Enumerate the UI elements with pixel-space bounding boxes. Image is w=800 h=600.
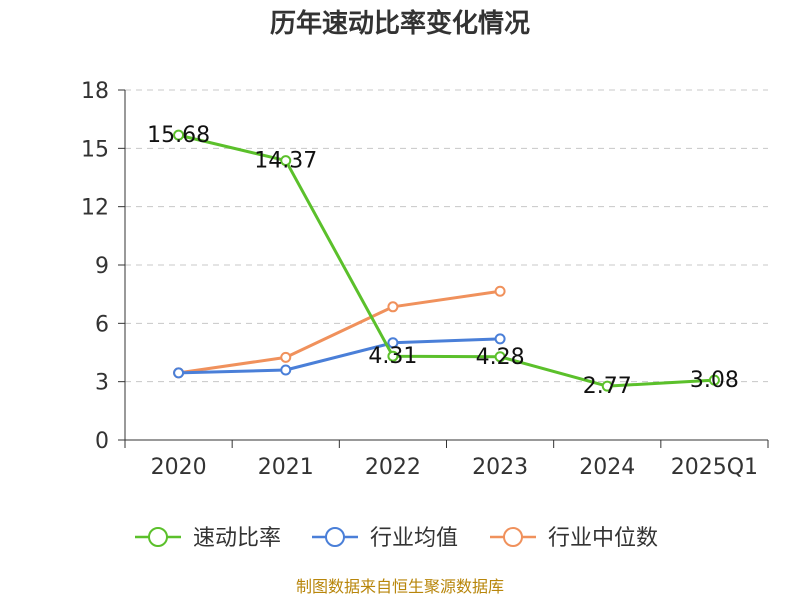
data-point-s0[interactable] (387, 350, 399, 362)
data-point-s2[interactable] (494, 285, 506, 297)
legend-marker-icon (503, 527, 523, 547)
data-labels: 15.68 14.37 4.31 4.28 2.77 3.08 (147, 123, 739, 399)
source-note: 制图数据来自恒生聚源数据库 (296, 577, 504, 596)
x-tick-label: 2021 (258, 455, 314, 480)
data-point-s0[interactable] (280, 155, 292, 167)
data-point-s0[interactable] (173, 129, 185, 141)
data-point-s1[interactable] (387, 337, 399, 349)
x-tick-label: 2022 (365, 455, 421, 480)
data-label: 3.08 (690, 368, 739, 393)
y-tick-label: 6 (95, 312, 109, 337)
data-point-s2[interactable] (387, 301, 399, 313)
series-line-1 (178, 337, 501, 375)
data-point-s0[interactable] (601, 380, 613, 392)
series-lines (173, 129, 720, 392)
data-point-s1[interactable] (173, 367, 185, 379)
legend-marker-icon (325, 527, 345, 547)
legend-label: 行业中位数 (548, 526, 658, 551)
legend-label: 行业均值 (370, 526, 458, 551)
legend-label: 速动比率 (193, 526, 281, 551)
x-tick-label: 2025Q1 (671, 455, 758, 480)
data-point-s0[interactable] (494, 351, 506, 363)
legend-item-0[interactable]: 速动比率 (135, 526, 281, 551)
y-tick-label: 18 (81, 79, 109, 104)
data-label: 14.37 (254, 149, 317, 174)
data-point-s2[interactable] (280, 351, 292, 363)
y-tick-label: 15 (81, 137, 109, 162)
x-tick-label: 2023 (472, 455, 528, 480)
data-label: 4.31 (368, 344, 417, 369)
data-label: 4.28 (476, 345, 525, 370)
data-label: 2.77 (583, 374, 632, 399)
x-tick-label: 2024 (579, 455, 635, 480)
y-tick-label: 0 (95, 429, 109, 454)
legend-item-2[interactable]: 行业中位数 (490, 526, 658, 551)
y-tick-label: 12 (81, 196, 109, 221)
legend-item-1[interactable]: 行业均值 (312, 526, 458, 551)
y-tick-label: 3 (95, 371, 109, 396)
y-tick-label: 9 (95, 254, 109, 279)
data-label: 15.68 (147, 123, 210, 148)
chart-title: 历年速动比率变化情况 (270, 8, 530, 39)
series-line-2 (178, 289, 501, 375)
data-point-s1[interactable] (280, 364, 292, 376)
legend-marker-icon (148, 527, 168, 547)
x-tick-label: 2020 (151, 455, 207, 480)
axes: 0 3 6 9 12 15 18 2020 2021 2022 2023 2024 2025Q1 (81, 79, 769, 480)
gridlines (125, 89, 768, 383)
series-line-0 (178, 133, 715, 388)
data-point-s0[interactable] (708, 374, 720, 386)
data-point-s1[interactable] (494, 333, 506, 345)
legend: 速动比率 行业均值 行业中位数 (135, 526, 658, 551)
